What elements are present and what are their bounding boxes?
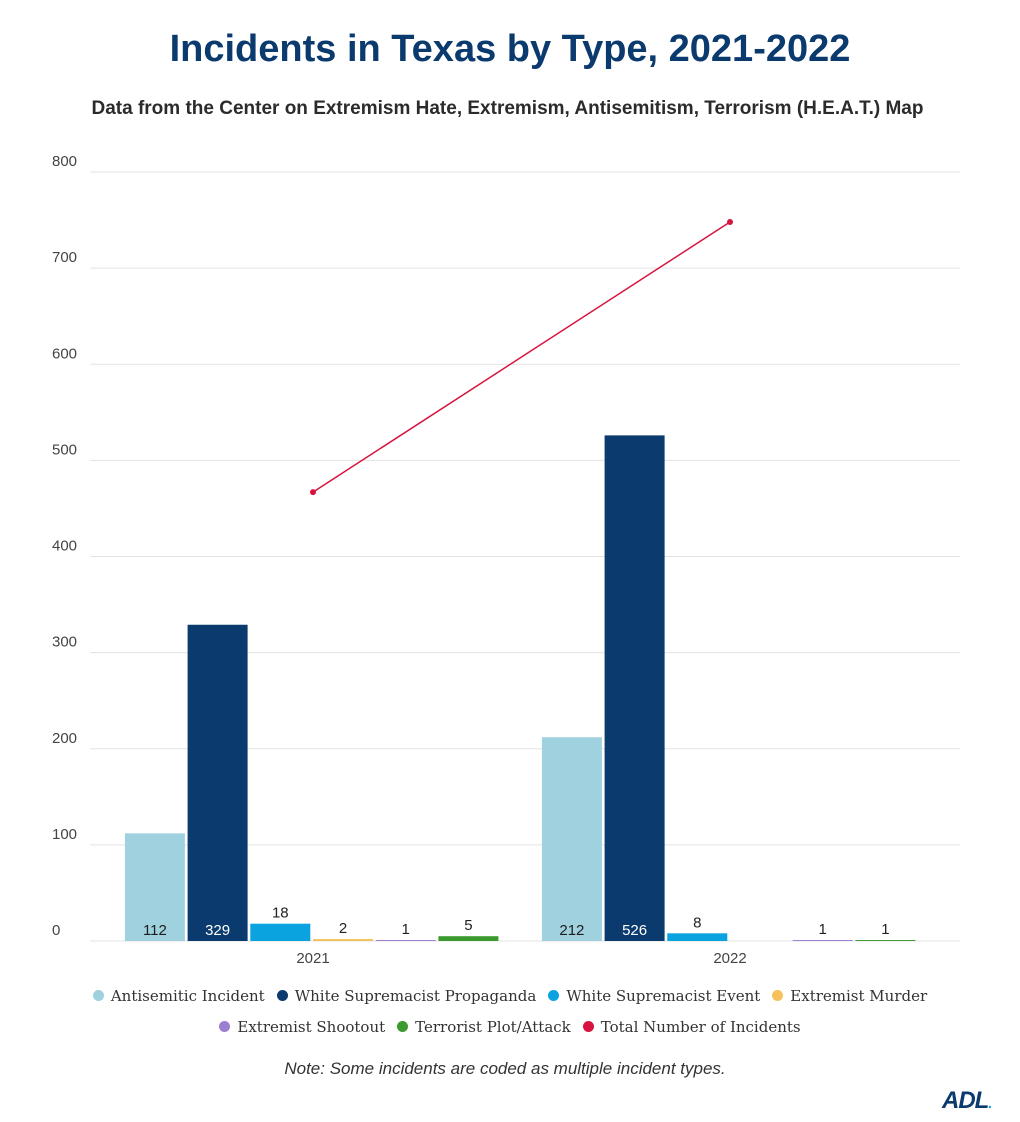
data-label: 18	[272, 905, 289, 922]
legend-label: Antisemitic Incident	[110, 987, 265, 1005]
data-label: 526	[622, 922, 647, 939]
x-tick-label: 2021	[296, 950, 329, 967]
legend-row-2: Extremist Shootout Terrorist Plot/Attack T…	[0, 1018, 1020, 1036]
bar	[438, 936, 499, 941]
data-label: 1	[819, 921, 827, 938]
legend-item: Terrorist Plot/Attack	[397, 1018, 571, 1036]
chart-note: Note: Some incidents are coded as multip…	[284, 1059, 726, 1078]
bar	[855, 940, 916, 941]
y-tick-label: 400	[52, 538, 77, 555]
y-tick-label: 700	[52, 249, 77, 266]
legend-swatch	[548, 990, 560, 1001]
legend-swatch	[276, 990, 288, 1001]
bar	[375, 940, 436, 941]
bar	[667, 933, 728, 941]
bar	[187, 624, 248, 941]
logo-text: ADL	[942, 1087, 989, 1114]
y-tick-label: 200	[52, 730, 77, 747]
legend-item: Extremist Shootout	[219, 1018, 385, 1036]
legend-label: White Supremacist Event	[566, 987, 761, 1005]
y-tick-label: 0	[52, 922, 60, 939]
data-label: 212	[559, 922, 584, 939]
data-label: 8	[693, 914, 701, 931]
legend-swatch	[92, 990, 104, 1001]
legend-label: Total Number of Incidents	[600, 1018, 801, 1036]
bar	[604, 435, 665, 941]
legend-row-1: Antisemitic Incident White Supremacist Pr…	[0, 987, 1020, 1005]
bar	[124, 833, 185, 941]
legend-item: White Supremacist Propaganda	[276, 987, 537, 1005]
adl-logo: ADL.	[942, 1087, 992, 1115]
y-tick-label: 300	[52, 634, 77, 651]
legend-item: Antisemitic Incident	[92, 987, 265, 1005]
data-label: 112	[143, 922, 167, 939]
legend-item: Total Number of Incidents	[582, 1018, 801, 1036]
total-point	[310, 489, 316, 496]
total-point	[727, 218, 733, 225]
legend-item: White Supremacist Event	[548, 987, 760, 1005]
bar	[792, 940, 853, 941]
data-label: 1	[881, 921, 889, 938]
legend-swatch	[219, 1021, 231, 1032]
legend-swatch	[397, 1021, 409, 1032]
y-tick-label: 100	[52, 826, 77, 843]
legend-label: Extremist Shootout	[237, 1018, 386, 1036]
data-label: 2	[339, 920, 347, 937]
data-label: 5	[464, 917, 472, 934]
y-tick-label: 500	[52, 441, 77, 458]
legend-swatch	[582, 1021, 594, 1032]
legend-label: Terrorist Plot/Attack	[415, 1018, 571, 1036]
x-tick-label: 2022	[713, 950, 746, 967]
y-tick-label: 800	[52, 153, 77, 170]
legend-label: Extremist Murder	[790, 987, 928, 1005]
data-label: 1	[402, 921, 410, 938]
bar	[250, 923, 311, 941]
logo-dot: .	[988, 1095, 992, 1111]
legend-label: White Supremacist Propaganda	[294, 987, 537, 1005]
legend-item: Extremist Murder	[772, 987, 927, 1005]
total-line	[312, 221, 731, 493]
data-label: 329	[205, 922, 230, 939]
y-tick-label: 600	[52, 345, 77, 362]
bar	[541, 737, 602, 941]
legend-swatch	[772, 990, 784, 1001]
chart-title: Incidents in Texas by Type, 2021-2022	[169, 28, 851, 70]
bar	[313, 939, 373, 941]
chart-subtitle: Data from the Center on Extremism Hate, …	[91, 98, 924, 119]
